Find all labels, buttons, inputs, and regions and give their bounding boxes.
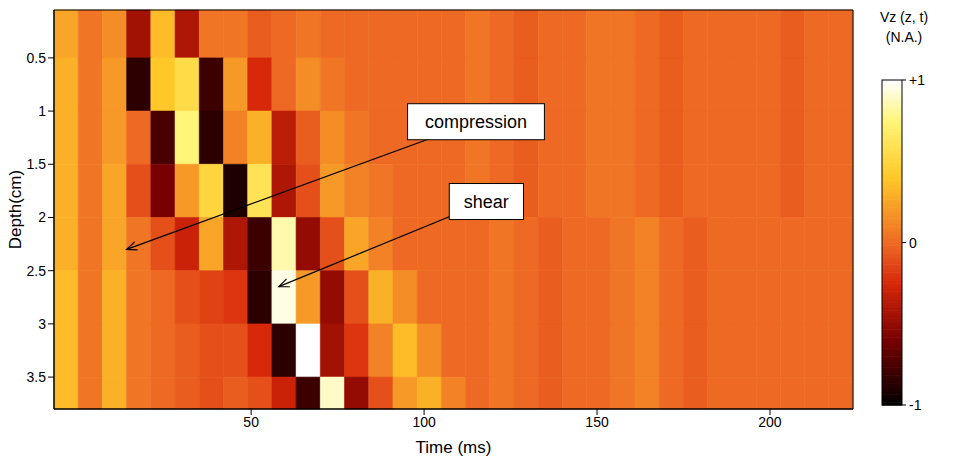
- svg-text:Time (ms): Time (ms): [416, 438, 492, 457]
- svg-text:100: 100: [412, 414, 436, 430]
- svg-text:(N.A.): (N.A.): [886, 29, 923, 45]
- svg-text:1: 1: [38, 103, 46, 119]
- svg-text:3.5: 3.5: [27, 369, 47, 385]
- svg-text:50: 50: [243, 414, 259, 430]
- svg-text:150: 150: [585, 414, 609, 430]
- svg-text:Vz (z, t): Vz (z, t): [880, 9, 928, 25]
- svg-text:0: 0: [909, 235, 917, 251]
- svg-text:shear: shear: [464, 192, 509, 212]
- svg-text:2: 2: [38, 209, 46, 225]
- svg-text:0.5: 0.5: [27, 50, 47, 66]
- svg-text:-1: -1: [909, 397, 922, 413]
- svg-text:compression: compression: [425, 112, 527, 132]
- svg-text:Depth(cm): Depth(cm): [6, 170, 25, 249]
- svg-text:1.5: 1.5: [27, 156, 47, 172]
- svg-text:+1: +1: [909, 72, 925, 88]
- svg-text:200: 200: [758, 414, 782, 430]
- svg-text:3: 3: [38, 316, 46, 332]
- svg-text:2.5: 2.5: [27, 263, 47, 279]
